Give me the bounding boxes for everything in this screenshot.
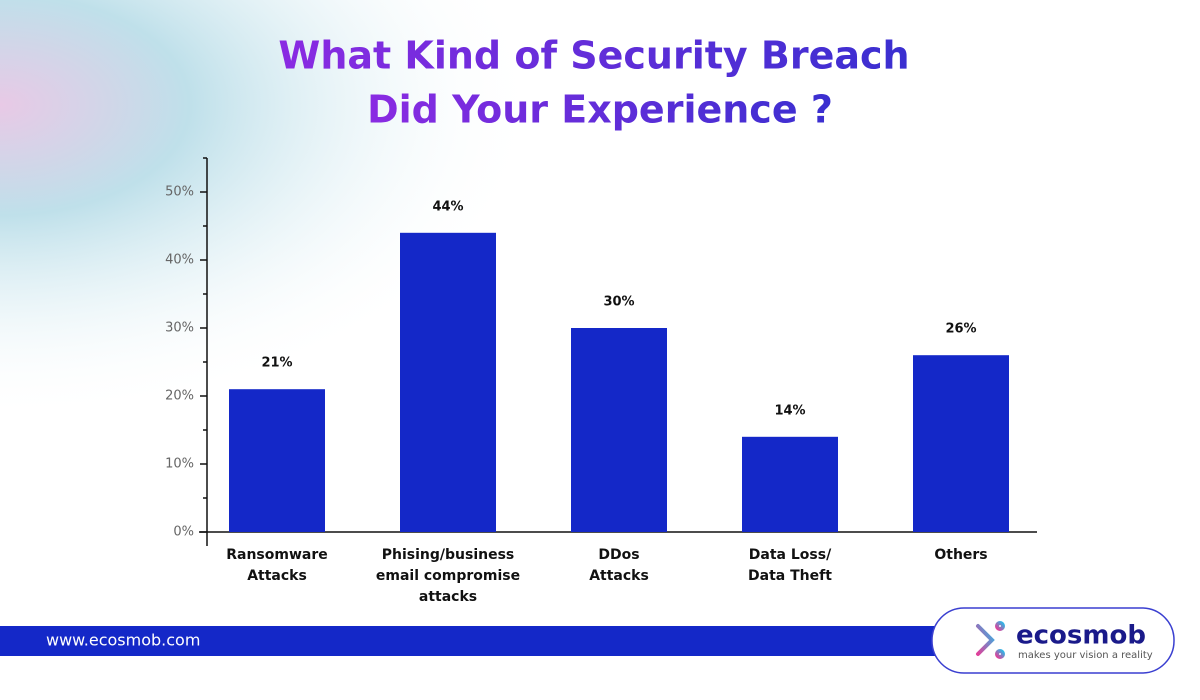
x-tick-label: Others bbox=[934, 547, 987, 563]
x-tick-label: attacks bbox=[419, 589, 477, 605]
footer-url: www.ecosmob.com bbox=[46, 631, 200, 650]
bar bbox=[571, 328, 667, 532]
bar bbox=[400, 232, 496, 533]
chart-title: Did Your Experience ? bbox=[367, 88, 833, 132]
x-tick-label: email compromise bbox=[376, 568, 520, 584]
y-tick-label: 20% bbox=[165, 389, 194, 404]
value-label: 44% bbox=[432, 199, 463, 214]
y-tick-label: 50% bbox=[165, 185, 194, 200]
value-label: 26% bbox=[945, 322, 976, 337]
y-tick-label: 40% bbox=[165, 253, 194, 268]
x-tick-label: Ransomware bbox=[226, 547, 328, 563]
logo-box bbox=[931, 607, 1175, 674]
value-label: 14% bbox=[774, 403, 805, 418]
chart-title: What Kind of Security Breach bbox=[278, 34, 909, 78]
x-tick-label: Phising/business bbox=[382, 547, 515, 563]
value-label: 21% bbox=[261, 356, 292, 371]
logo-icon bbox=[976, 621, 1008, 659]
x-tick-label: Attacks bbox=[247, 568, 307, 584]
y-tick-label: 10% bbox=[165, 457, 194, 472]
bar bbox=[229, 389, 325, 532]
logo-brand: ecosmob bbox=[1016, 621, 1146, 651]
logo-tagline: makes your vision a reality bbox=[1018, 650, 1153, 661]
y-tick-label: 0% bbox=[173, 525, 194, 540]
y-tick-label: 30% bbox=[165, 321, 194, 336]
bar bbox=[913, 355, 1009, 532]
x-tick-label: DDos bbox=[598, 547, 639, 563]
x-tick-label: Data Loss/ bbox=[749, 547, 832, 563]
value-label: 30% bbox=[603, 295, 634, 310]
plot: 0% 10% 20% 30% 40% 50% 21% Ransomware Attacks 44%… bbox=[165, 157, 1037, 605]
x-tick-label: Attacks bbox=[589, 568, 649, 584]
x-tick-label: Data Theft bbox=[748, 568, 832, 584]
bar bbox=[742, 436, 838, 532]
footer-bar bbox=[0, 626, 965, 656]
